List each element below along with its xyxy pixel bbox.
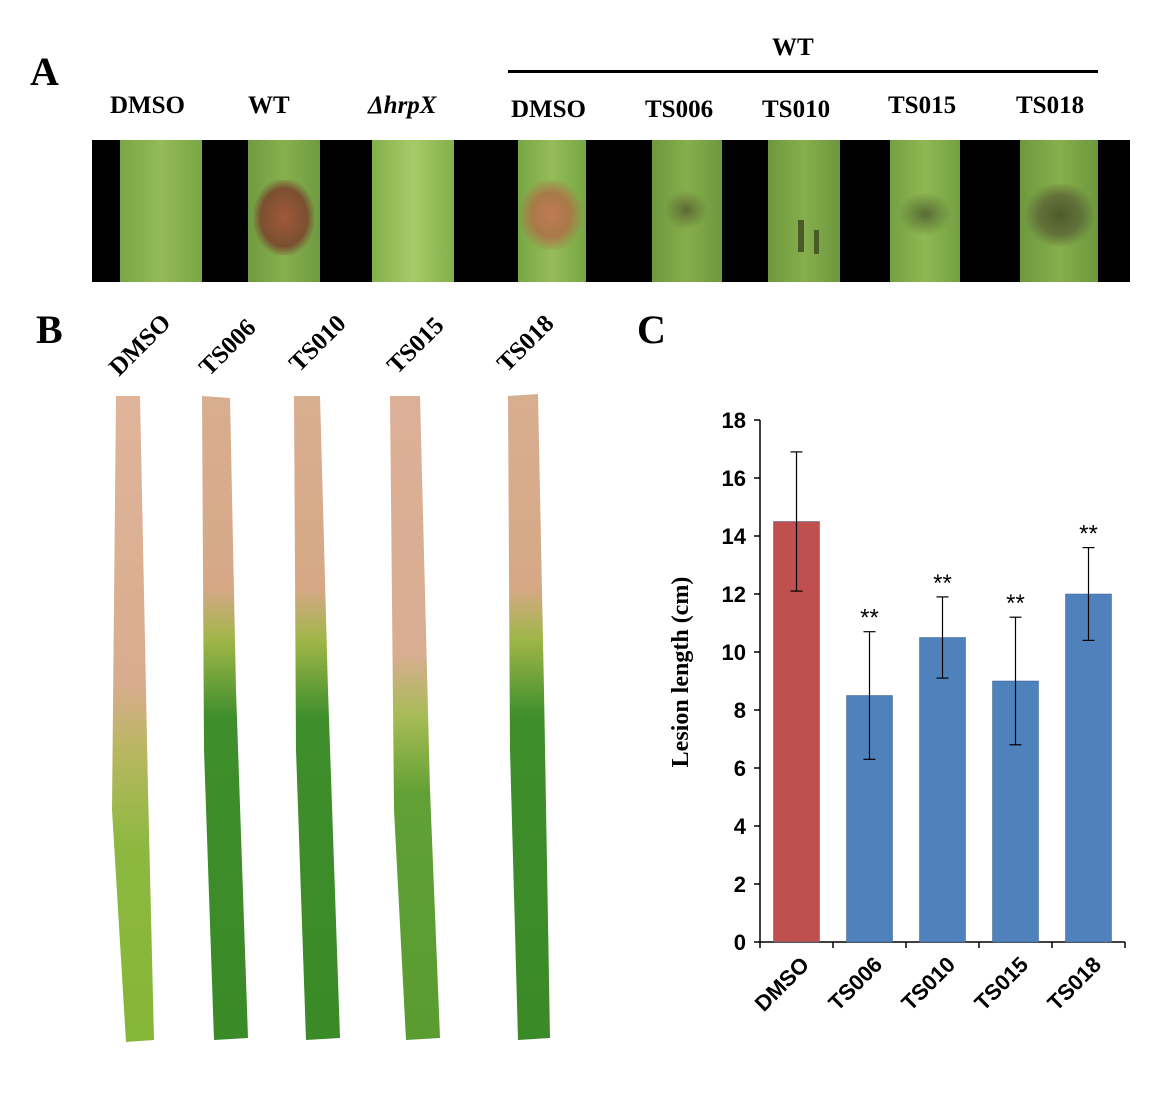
leaf-segment <box>890 140 960 282</box>
panel-label-a: A <box>30 49 59 94</box>
leaf-segment <box>652 140 722 282</box>
leaf-segment-photo <box>92 140 1130 282</box>
panel-b-label: TS010 <box>284 310 352 378</box>
panel-a-label: DMSO <box>511 96 586 123</box>
leaf-ts006 <box>202 396 248 1040</box>
panel-b-label: TS006 <box>194 314 262 382</box>
y-tick-label: 8 <box>734 698 746 723</box>
panel-b-label: TS018 <box>492 310 560 378</box>
leaf-segment <box>120 140 202 282</box>
leaf-segment <box>1020 140 1098 282</box>
leaf-dmso <box>112 396 154 1042</box>
x-tick-label: TS015 <box>970 952 1034 1016</box>
lesion-length-chart: 0 2 4 6 8 10 12 14 16 18 DMSO ** TS006 ** TS010 ** TS015… <box>668 408 1126 1016</box>
panel-a-label: DMSO <box>110 92 185 119</box>
x-tick-label: DMSO <box>750 952 814 1016</box>
panel-a-label: ΔhrpX <box>368 92 437 119</box>
leaf-segment <box>768 140 840 282</box>
y-tick-label: 14 <box>722 524 747 549</box>
panel-label-c: C <box>637 307 666 352</box>
panel-a-label: TS015 <box>888 92 957 119</box>
y-tick-label: 0 <box>734 930 746 955</box>
significance-label: ** <box>860 605 879 632</box>
y-tick-label: 10 <box>722 640 746 665</box>
y-tick-label: 4 <box>734 814 747 839</box>
leaf-ts015 <box>390 396 440 1040</box>
y-tick-label: 18 <box>722 408 746 433</box>
y-axis-label: Lesion length (cm) <box>668 577 694 768</box>
leaf-segment <box>372 140 454 282</box>
panel-b-label: TS015 <box>382 312 450 380</box>
bar <box>1065 593 1112 943</box>
y-tick-label: 16 <box>722 466 746 491</box>
bar <box>919 637 966 943</box>
panel-label-b: B <box>36 307 63 352</box>
panel-a-label: WT <box>248 92 290 119</box>
x-tick-label: TS010 <box>897 952 961 1016</box>
leaf-segment <box>248 140 320 282</box>
y-tick-label: 12 <box>722 582 746 607</box>
whole-leaves-photo <box>112 394 550 1042</box>
significance-label: ** <box>1006 590 1025 617</box>
panel-a-label: TS018 <box>1016 92 1085 119</box>
panel-b-label: DMSO <box>104 309 177 382</box>
leaf-segment <box>518 140 586 282</box>
y-tick-label: 2 <box>734 872 746 897</box>
panel-a-label: TS006 <box>645 96 714 123</box>
leaf-ts010 <box>294 396 340 1040</box>
leaf-ts018 <box>508 394 550 1040</box>
y-tick-label: 6 <box>734 756 746 781</box>
wt-group-label: WT <box>772 34 814 61</box>
significance-label: ** <box>933 570 952 597</box>
panel-a-label: TS010 <box>762 96 831 123</box>
significance-label: ** <box>1079 521 1098 548</box>
x-tick-label: TS006 <box>824 952 888 1016</box>
x-tick-label: TS018 <box>1043 952 1107 1016</box>
wt-group-bracket <box>508 70 1098 73</box>
